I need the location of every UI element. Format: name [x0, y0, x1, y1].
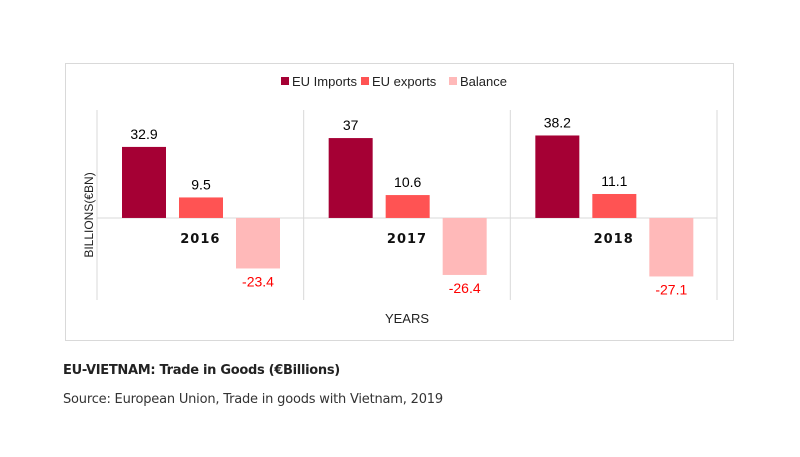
- data-label: -23.4: [242, 273, 274, 289]
- bar-eu-imports: [328, 138, 373, 218]
- category-label: 2017: [387, 232, 427, 247]
- data-label: 32.9: [130, 126, 157, 142]
- y-axis-label: BILLIONS(€BN): [82, 172, 96, 257]
- figure-title: EU-VIETNAM: Trade in Goods (€Billions): [63, 363, 340, 378]
- figure-source: Source: European Union, Trade in goods w…: [63, 392, 443, 407]
- legend-swatch: [361, 77, 369, 85]
- bar-eu-imports: [535, 135, 580, 218]
- bar-eu-exports: [592, 193, 637, 218]
- bar-eu-exports: [385, 195, 430, 218]
- bar-eu-exports: [179, 197, 223, 218]
- data-label: -26.4: [449, 280, 481, 296]
- category-label: 2018: [594, 232, 634, 247]
- legend-swatch: [281, 77, 289, 85]
- bar-eu-imports: [122, 146, 166, 218]
- data-label: 11.1: [601, 173, 627, 189]
- data-label: -27.1: [655, 281, 687, 297]
- bar-balance: [236, 217, 280, 269]
- category-label: 2016: [180, 232, 220, 247]
- legend-entry: EU Imports: [292, 74, 358, 89]
- legend-swatch: [449, 77, 457, 85]
- data-label: 37: [343, 117, 359, 133]
- data-label: 38.2: [544, 114, 571, 130]
- data-label: 9.5: [191, 176, 211, 192]
- legend-entry: Balance: [460, 74, 507, 89]
- data-label: 10.6: [394, 174, 421, 190]
- bar-balance: [442, 217, 487, 275]
- legend-entry: EU exports: [372, 74, 437, 89]
- x-axis-label: YEARS: [385, 311, 429, 326]
- bar-balance: [649, 217, 694, 277]
